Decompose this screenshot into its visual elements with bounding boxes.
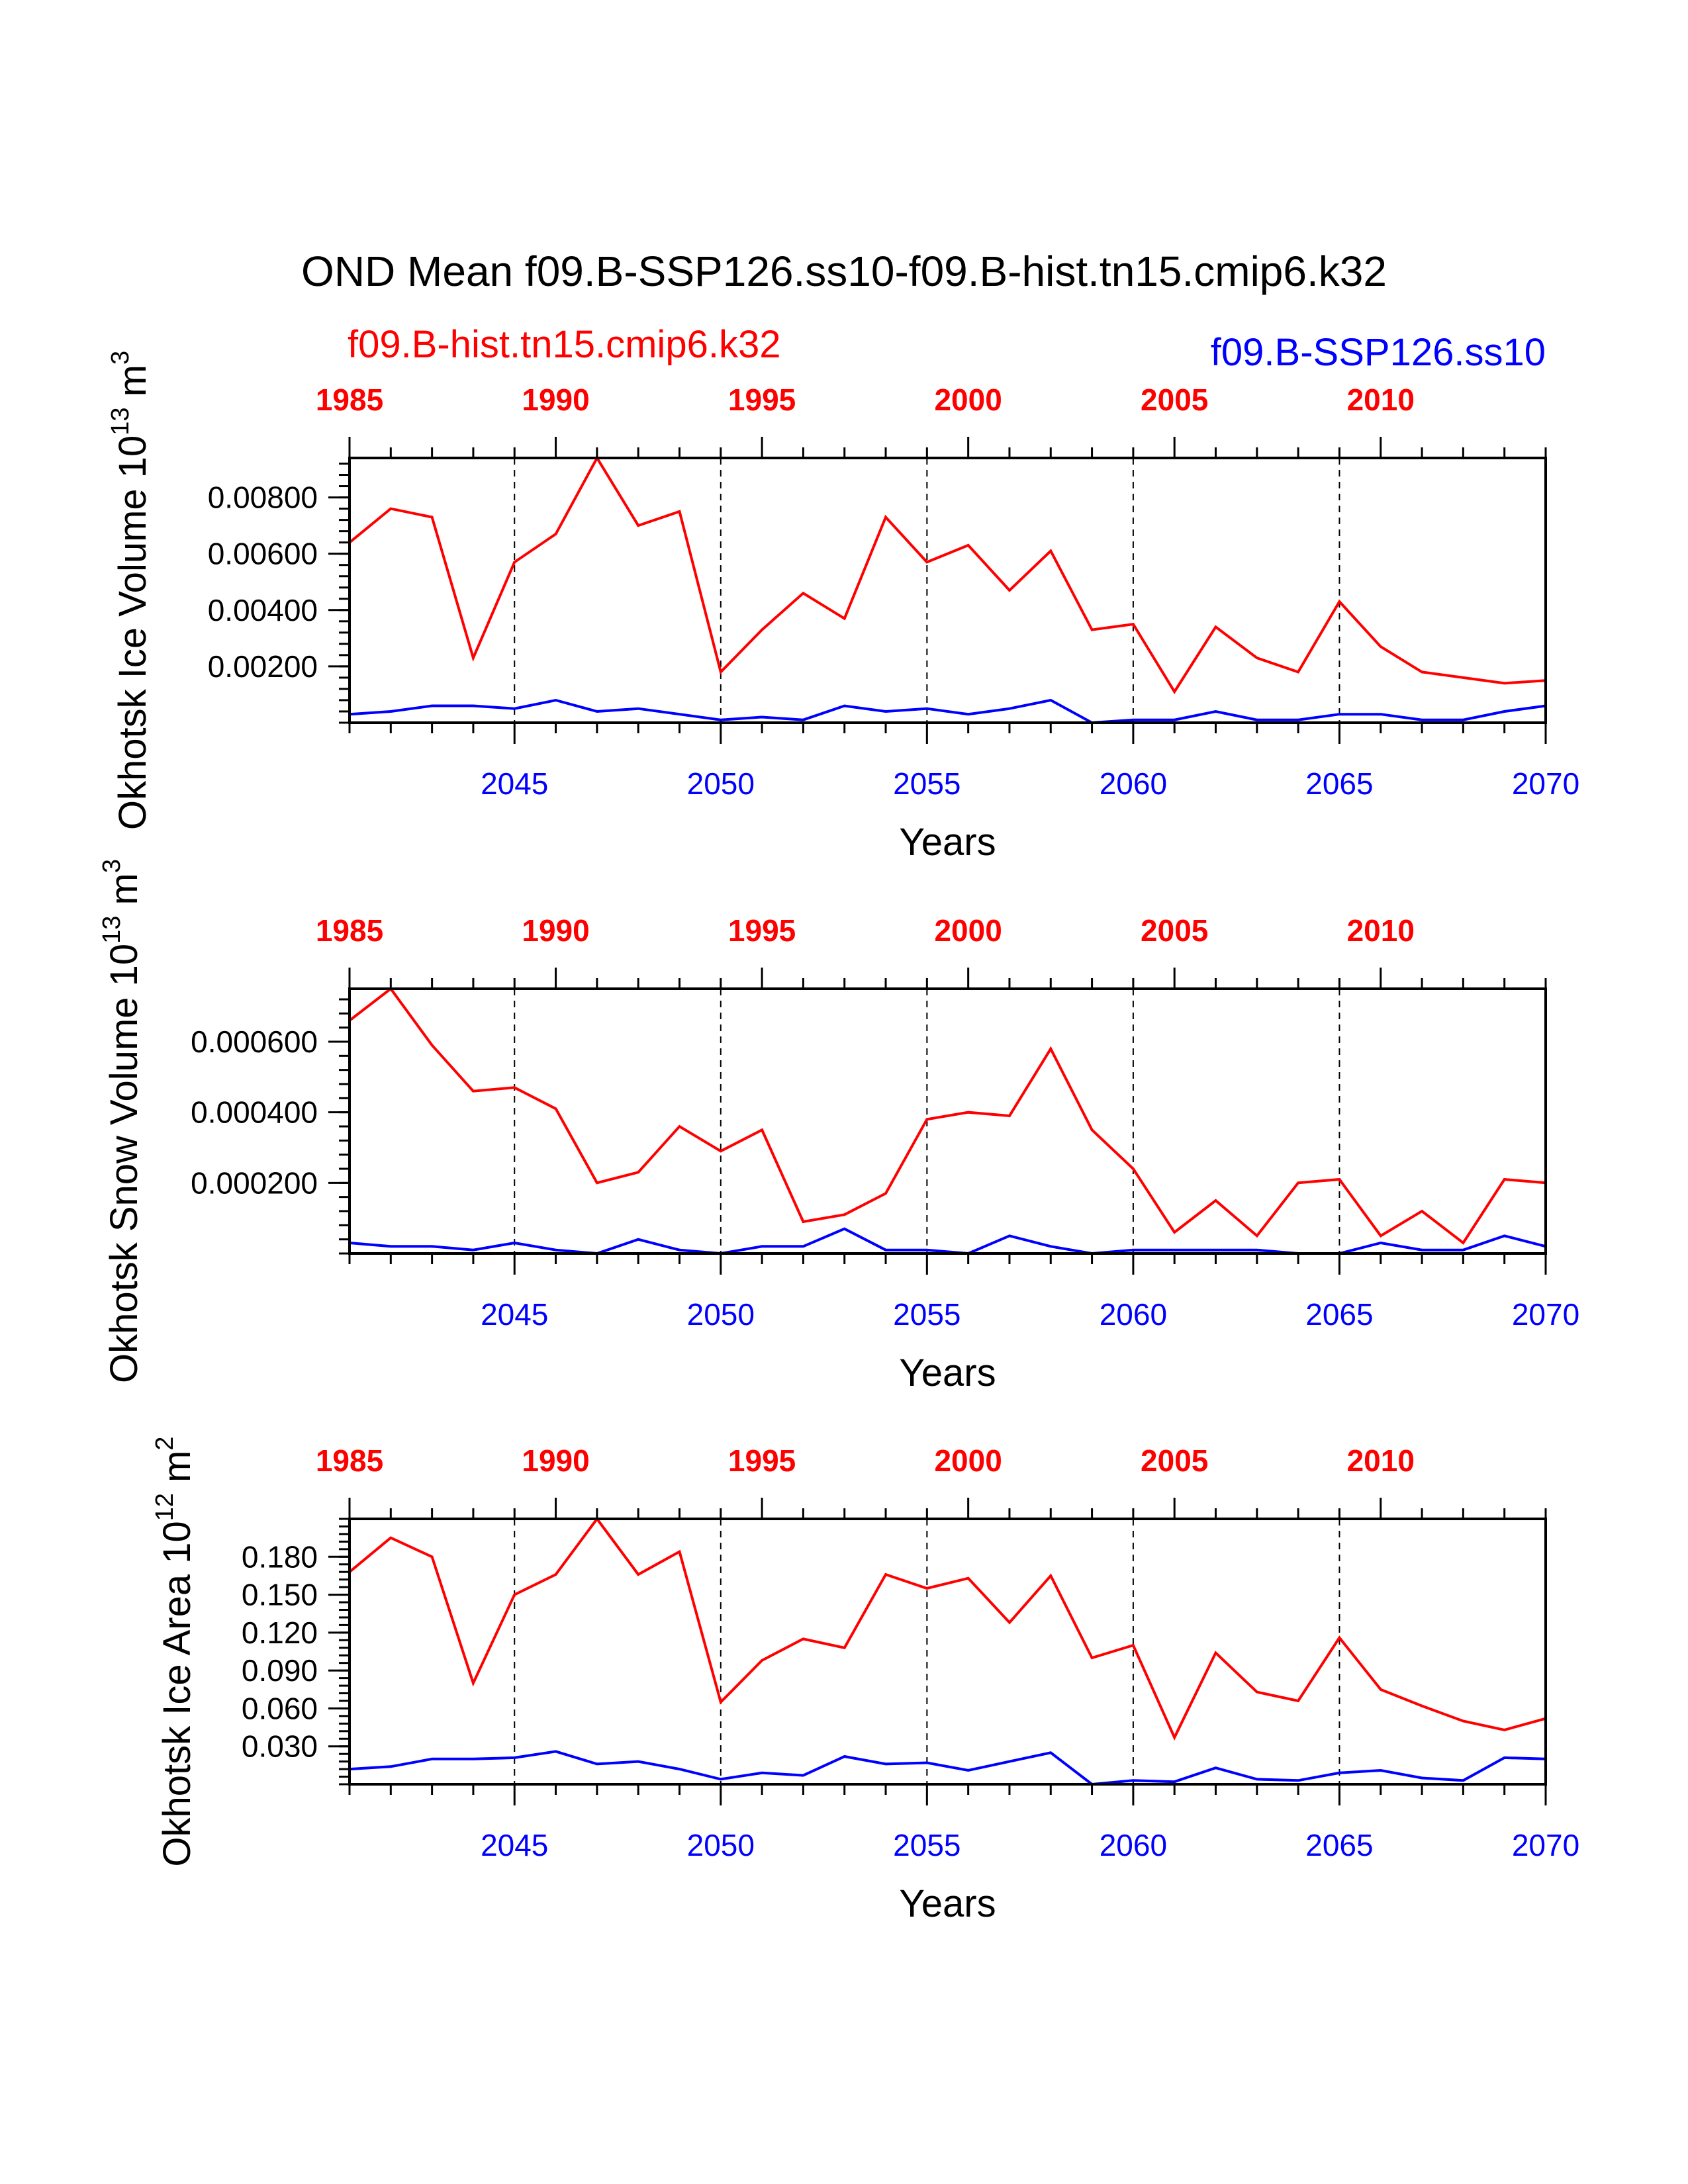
x-tick-label-bottom: 2050 bbox=[687, 766, 755, 801]
x-tick-label-top: 1985 bbox=[316, 913, 383, 948]
x-tick-label-bottom: 2055 bbox=[893, 1297, 961, 1332]
x-tick-label-top: 1995 bbox=[728, 913, 796, 948]
x-axis-title: Years bbox=[899, 1351, 996, 1394]
x-tick-label-top: 1985 bbox=[316, 383, 383, 417]
x-tick-label-bottom: 2060 bbox=[1100, 766, 1167, 801]
plot-frame bbox=[348, 987, 1547, 1255]
y-axis-title-exponent: 13 bbox=[98, 916, 126, 944]
x-tick-label-top: 1990 bbox=[522, 913, 589, 948]
y-tick-label: 0.00600 bbox=[208, 537, 318, 571]
y-tick-label: 0.150 bbox=[242, 1578, 318, 1612]
y-axis-title-unit-exponent: 3 bbox=[107, 351, 134, 365]
y-axis-title: Okhotsk Ice Area 1012 m2 bbox=[151, 1436, 199, 1866]
x-tick-label-top: 1995 bbox=[728, 383, 796, 417]
x-tick-label-top: 2010 bbox=[1347, 1443, 1415, 1478]
x-tick-label-top: 2000 bbox=[934, 383, 1002, 417]
x-tick-label-bottom: 2055 bbox=[893, 766, 961, 801]
x-tick-label-bottom: 2060 bbox=[1100, 1297, 1167, 1332]
figure-title: OND Mean f09.B-SSP126.ss10-f09.B-hist.tn… bbox=[301, 248, 1387, 295]
x-axis-title: Years bbox=[899, 1882, 996, 1925]
y-axis-title-exponent: 13 bbox=[107, 407, 134, 435]
plot-frame bbox=[348, 1518, 1547, 1786]
x-tick-label-bottom: 2055 bbox=[893, 1828, 961, 1862]
plot-frame bbox=[348, 457, 1547, 724]
legend-ssp-label: f09.B-SSP126.ss10 bbox=[1211, 331, 1546, 374]
x-tick-label-bottom: 2050 bbox=[687, 1828, 755, 1862]
x-tick-label-top: 1985 bbox=[316, 1443, 383, 1478]
panel-3: 2045 2050 2055 2060 2065 2070 1985 1990 1995 2000… bbox=[151, 1436, 1579, 1925]
x-tick-label-bottom: 2045 bbox=[481, 1297, 548, 1332]
y-axis-title-main: Okhotsk Ice Volume 10 bbox=[111, 435, 154, 830]
y-axis-title-exponent: 12 bbox=[151, 1493, 179, 1521]
y-tick-label: 0.00200 bbox=[208, 649, 318, 684]
x-tick-label-bottom: 2065 bbox=[1305, 766, 1373, 801]
panel-1: 2045 2050 2055 2060 2065 2070 1985 1990 1995 2000… bbox=[107, 351, 1579, 864]
y-tick-label: 0.000400 bbox=[191, 1095, 318, 1130]
chart-panels: 2045 2050 2055 2060 2065 2070 1985 1990 1995 2000… bbox=[98, 351, 1579, 1925]
series-line-ssp bbox=[349, 1227, 1546, 1255]
y-tick-label: 0.060 bbox=[242, 1691, 318, 1725]
x-tick-label-top: 2000 bbox=[934, 1443, 1002, 1478]
x-tick-label-bottom: 2070 bbox=[1512, 1297, 1579, 1332]
x-tick-label-top: 2000 bbox=[934, 913, 1002, 948]
x-tick-label-bottom: 2050 bbox=[687, 1297, 755, 1332]
y-tick-label: 0.120 bbox=[242, 1615, 318, 1650]
series-line-hist bbox=[348, 987, 1546, 1245]
x-tick-label-bottom: 2045 bbox=[481, 766, 548, 801]
panel-2: 2045 2050 2055 2060 2065 2070 1985 1990 1995 2000… bbox=[98, 859, 1579, 1394]
y-tick-label: 0.090 bbox=[242, 1653, 318, 1688]
series-line-hist bbox=[348, 455, 1546, 694]
y-axis-title-unit: m bbox=[111, 365, 154, 407]
y-axis-title-unit-exponent: 2 bbox=[151, 1436, 179, 1450]
x-tick-label-top: 1995 bbox=[728, 1443, 796, 1478]
x-tick-label-bottom: 2070 bbox=[1512, 1828, 1579, 1862]
y-tick-label: 0.030 bbox=[242, 1729, 318, 1764]
y-axis-title-unit: m bbox=[156, 1451, 199, 1493]
x-tick-label-bottom: 2060 bbox=[1100, 1828, 1167, 1862]
x-tick-label-bottom: 2070 bbox=[1512, 766, 1579, 801]
y-axis-title-unit: m bbox=[103, 873, 146, 915]
x-tick-label-top: 2005 bbox=[1141, 913, 1208, 948]
y-axis-title-unit-exponent: 3 bbox=[98, 859, 126, 873]
legend-hist-label: f09.B-hist.tn15.cmip6.k32 bbox=[348, 323, 780, 366]
x-tick-label-bottom: 2065 bbox=[1305, 1297, 1373, 1332]
series-line-hist bbox=[348, 1516, 1546, 1741]
x-tick-label-top: 2005 bbox=[1141, 1443, 1208, 1478]
x-tick-label-bottom: 2065 bbox=[1305, 1828, 1373, 1862]
y-tick-label: 0.000200 bbox=[191, 1165, 318, 1200]
y-axis-title-main: Okhotsk Snow Volume 10 bbox=[103, 944, 146, 1383]
x-tick-label-top: 1990 bbox=[522, 383, 589, 417]
x-axis-title: Years bbox=[899, 821, 996, 864]
y-axis-title: Okhotsk Ice Volume 1013 m3 bbox=[107, 351, 154, 830]
y-tick-label: 0.180 bbox=[242, 1539, 318, 1574]
x-tick-label-top: 1990 bbox=[522, 1443, 589, 1478]
series-line-ssp bbox=[349, 698, 1546, 725]
series-line-ssp bbox=[349, 1750, 1546, 1786]
x-tick-label-bottom: 2045 bbox=[481, 1828, 548, 1862]
y-axis-title-main: Okhotsk Ice Area 10 bbox=[156, 1521, 199, 1866]
y-axis-title: Okhotsk Snow Volume 1013 m3 bbox=[98, 859, 146, 1383]
y-tick-label: 0.00800 bbox=[208, 480, 318, 515]
x-tick-label-top: 2010 bbox=[1347, 913, 1415, 948]
y-tick-label: 0.00400 bbox=[208, 593, 318, 627]
x-tick-label-top: 2010 bbox=[1347, 383, 1415, 417]
y-tick-label: 0.000600 bbox=[191, 1024, 318, 1059]
x-tick-label-top: 2005 bbox=[1141, 383, 1208, 417]
